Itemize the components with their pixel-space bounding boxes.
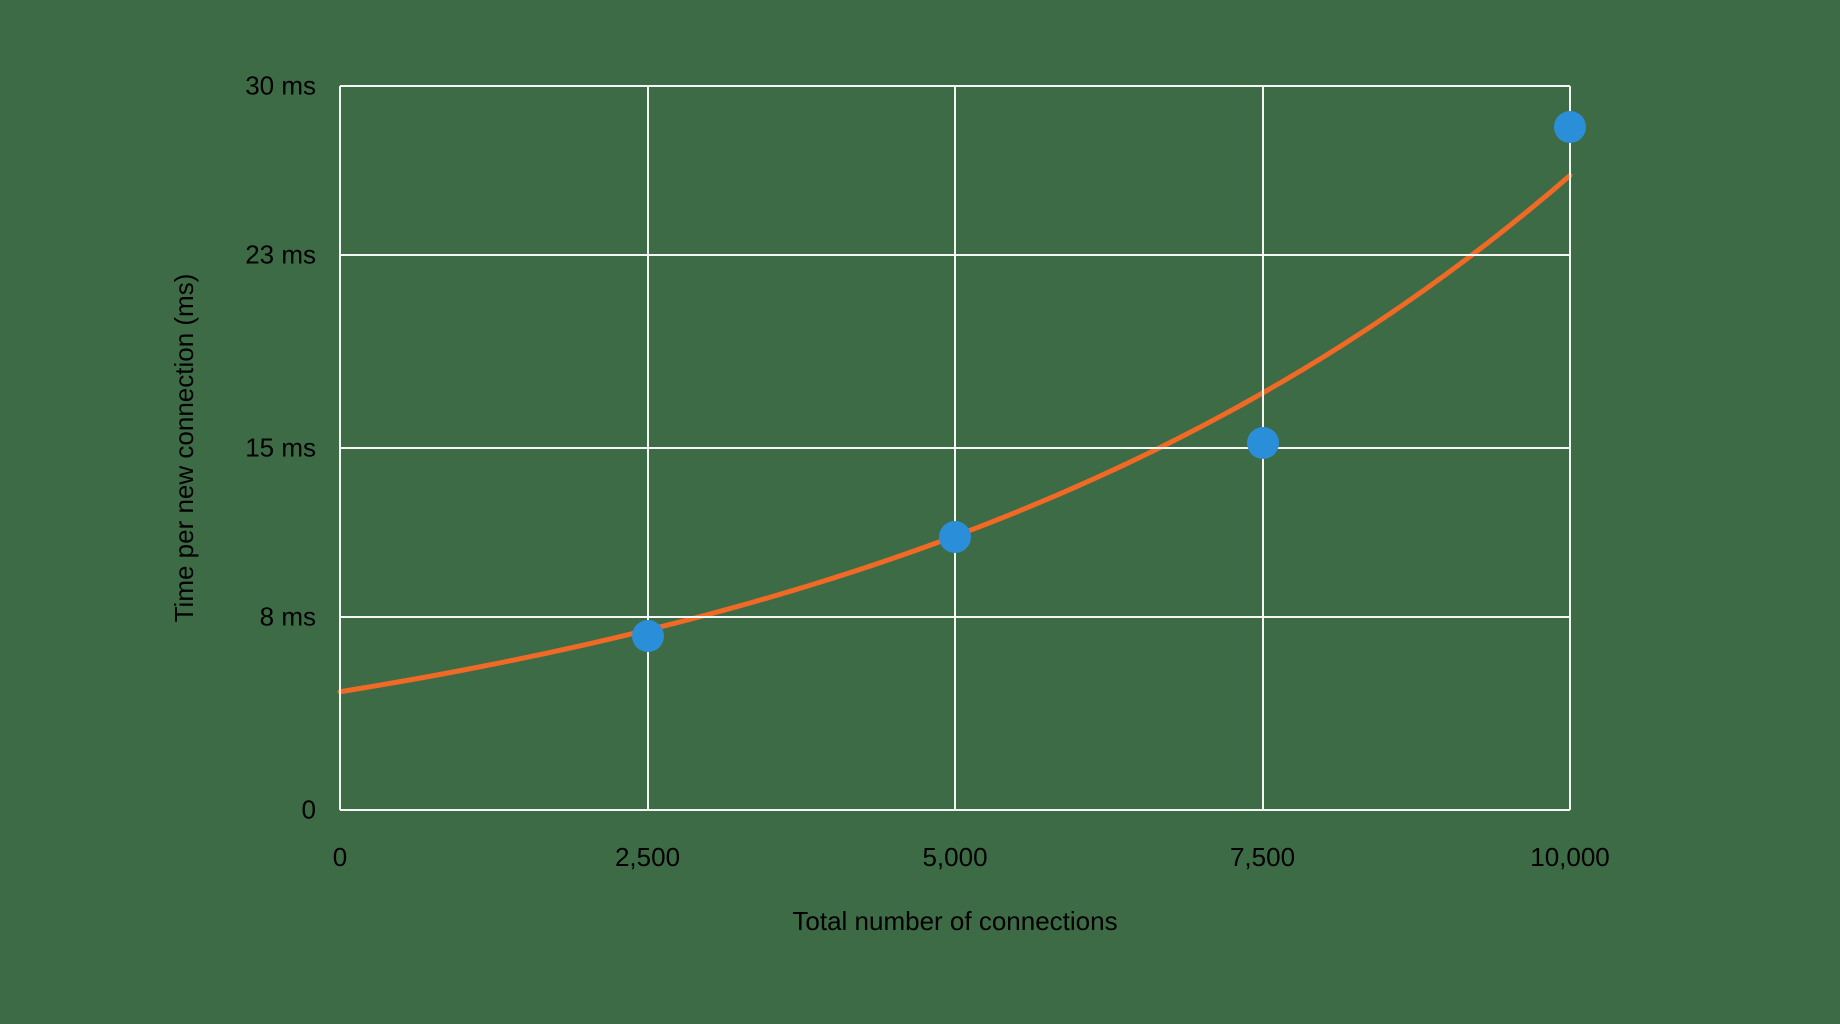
y-tick-label: 30 ms xyxy=(245,71,316,102)
grid-line-horizontal xyxy=(340,254,1570,256)
connection-time-chart: 0 2,500 5,000 7,500 10,000 0 8 ms 15 ms 23 ms 30 … xyxy=(0,0,1840,1024)
x-axis-label: Total number of connections xyxy=(792,906,1117,937)
data-point xyxy=(1247,427,1279,459)
data-point xyxy=(939,521,971,553)
plot-area xyxy=(340,86,1570,810)
grid-line-horizontal xyxy=(340,809,1570,811)
y-tick-label: 15 ms xyxy=(245,433,316,464)
data-point xyxy=(1554,111,1586,143)
x-tick-label: 0 xyxy=(333,842,347,873)
y-axis-label: Time per new connection (ms) xyxy=(169,274,200,623)
y-tick-label: 23 ms xyxy=(245,239,316,270)
grid-line-horizontal xyxy=(340,447,1570,449)
x-tick-label: 7,500 xyxy=(1230,842,1295,873)
x-tick-label: 5,000 xyxy=(922,842,987,873)
y-tick-label: 8 ms xyxy=(260,601,316,632)
grid-line-horizontal xyxy=(340,85,1570,87)
x-tick-label: 10,000 xyxy=(1530,842,1610,873)
y-tick-label: 0 xyxy=(302,795,316,826)
grid-line-horizontal xyxy=(340,616,1570,618)
x-tick-label: 2,500 xyxy=(615,842,680,873)
data-point xyxy=(632,620,664,652)
